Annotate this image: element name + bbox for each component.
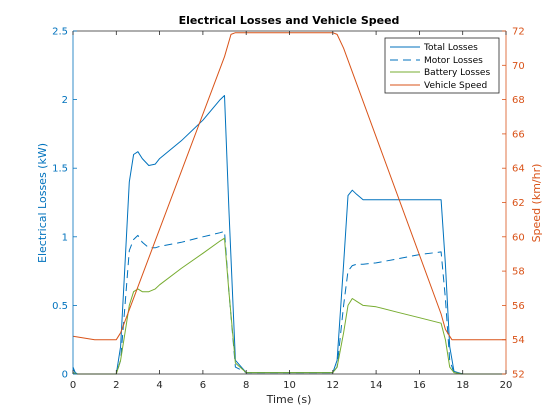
legend-label-battery-losses: Battery Losses [424,68,490,78]
x-tick-label: 18 [456,380,469,391]
x-tick-label: 6 [200,380,206,391]
x-tick-label: 8 [243,380,249,391]
legend-label-motor-losses: Motor Losses [424,56,483,66]
series-line-battery-losses [72,237,506,375]
y-axis-left-label: Electrical Losses (kW) [36,143,49,263]
y-right-tick-label: 54 [512,335,525,346]
y-right-tick-label: 52 [512,370,525,381]
x-tick-label: 10 [283,380,296,391]
y-right-tick-label: 60 [512,232,525,243]
y-left-tick-label: 1 [62,232,68,243]
ticks-layer: 0 2 4 6 8 10 12 14 16 18 2000.511.522.552545658606… [52,27,525,392]
y-left-tick-label: 2.5 [52,27,68,38]
x-tick-label: 16 [413,380,426,391]
y-right-tick-label: 58 [512,267,525,278]
y-right-tick-label: 64 [512,164,525,175]
y-left-tick-label: 1.5 [52,164,68,175]
y-right-tick-label: 68 [512,95,525,106]
x-tick-label: 12 [326,380,339,391]
y-right-tick-label: 70 [512,61,525,72]
y-right-tick-label: 56 [512,301,525,312]
y-left-tick-label: 0.5 [52,301,68,312]
y-axis-right-label: Speed (km/hr) [530,164,543,243]
x-tick-label: 0 [70,380,76,391]
x-tick-label: 20 [500,380,513,391]
y-right-tick-label: 66 [512,129,525,140]
y-right-tick-label: 72 [512,27,525,38]
x-tick-label: 14 [370,380,383,391]
y-left-tick-label: 0 [62,370,68,381]
legend-label-total-losses: Total Losses [423,43,478,53]
legend: Total Losses Motor Losses Battery Losses… [384,37,500,94]
y-right-tick-label: 62 [512,198,525,209]
x-axis-label: Time (s) [266,393,312,406]
chart-title: Electrical Losses and Vehicle Speed [179,14,400,27]
x-tick-label: 4 [156,380,162,391]
y-left-tick-label: 2 [62,95,68,106]
x-tick-label: 2 [113,380,119,391]
legend-label-vehicle-speed: Vehicle Speed [424,81,487,91]
